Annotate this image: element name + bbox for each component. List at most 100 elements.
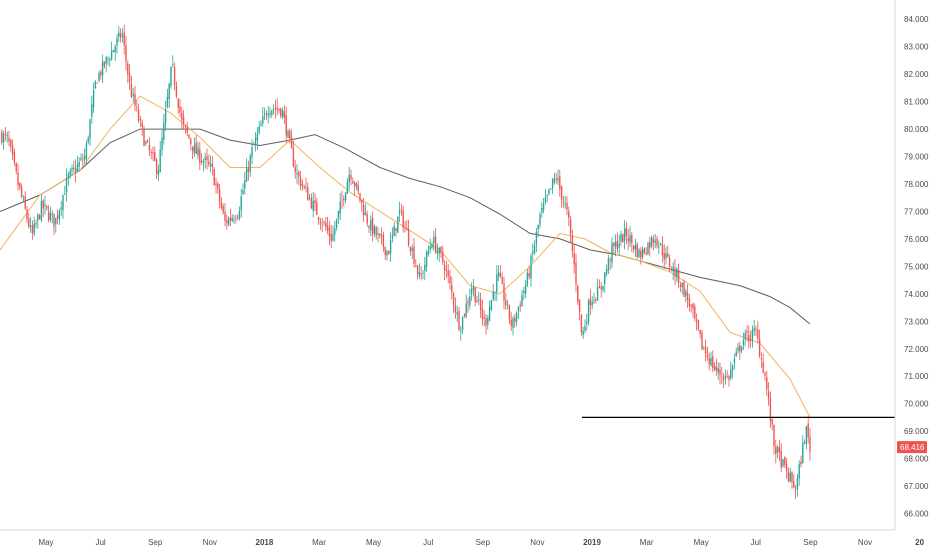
candle (13, 148, 16, 166)
candle-body (321, 224, 323, 226)
candle (533, 240, 536, 255)
candle (87, 135, 89, 145)
candle-body (470, 288, 473, 295)
candle (775, 439, 777, 464)
candle-body (166, 97, 169, 107)
candle (301, 179, 304, 191)
candle (24, 191, 26, 211)
candle (267, 105, 269, 124)
candle-body (323, 222, 325, 223)
candle-body (254, 137, 257, 145)
candle-body (175, 86, 178, 97)
candle-body (456, 312, 458, 315)
candle (226, 214, 228, 230)
candle-body (294, 167, 296, 173)
candle-body (240, 196, 242, 211)
candle-body (253, 144, 255, 146)
candle (442, 245, 444, 265)
candle-body (89, 119, 91, 139)
candle-body (760, 358, 763, 360)
candle-body (285, 115, 287, 136)
candle (209, 155, 212, 173)
candle-body (163, 122, 165, 140)
y-tick-label: 67.000 (904, 482, 929, 491)
candle (638, 247, 640, 258)
candle (92, 82, 95, 113)
candle (249, 153, 251, 177)
candle-body (44, 204, 46, 206)
candle-body (398, 210, 401, 215)
candle-body (157, 170, 160, 176)
candle (271, 109, 273, 118)
candle (695, 313, 698, 331)
candle (215, 177, 217, 194)
candle (85, 140, 88, 165)
y-tick-label: 72.000 (904, 345, 929, 354)
candle (517, 305, 520, 319)
candle (125, 35, 127, 71)
candle (211, 156, 214, 176)
candle (557, 169, 559, 185)
candle-body (643, 248, 646, 254)
candle (339, 192, 341, 221)
candle-body (91, 104, 93, 118)
candle (515, 311, 518, 327)
candle-body (517, 307, 520, 312)
candle (526, 269, 529, 288)
candle (625, 221, 628, 245)
candle (550, 188, 552, 190)
candle (42, 199, 44, 217)
candle-body (721, 375, 723, 377)
candle-body (337, 210, 340, 219)
candle (800, 455, 802, 468)
x-tick-label: 2018 (256, 538, 274, 547)
candle-body (746, 330, 748, 333)
candle (355, 181, 358, 191)
candle (146, 139, 149, 144)
candle-body (312, 200, 314, 211)
candle-body (370, 220, 372, 230)
candle-body (256, 133, 259, 141)
candle-body (737, 347, 739, 351)
candle-body (629, 235, 631, 243)
candle (182, 110, 185, 130)
candle-body (37, 214, 39, 221)
candle (130, 76, 133, 99)
candle-body (731, 365, 734, 371)
candle-body (238, 210, 241, 219)
candle-body (391, 235, 394, 239)
candle (584, 319, 586, 334)
candle-body (501, 277, 503, 284)
candle-body (74, 168, 77, 173)
moving-average-layer (0, 95, 811, 418)
candle-body (265, 114, 268, 116)
candle (55, 217, 57, 233)
candle-body (724, 375, 727, 379)
candle-body (107, 58, 109, 60)
candle (137, 103, 140, 124)
candle (497, 264, 500, 282)
candle-body (352, 181, 354, 184)
candle (170, 66, 172, 89)
candle-body (38, 215, 41, 220)
candle (330, 224, 332, 248)
candle-body (667, 253, 669, 257)
candle-body (101, 61, 104, 76)
x-tick-label: Mar (312, 538, 326, 547)
candle (782, 458, 784, 468)
candle-body (494, 292, 496, 293)
y-tick-label: 66.000 (904, 510, 929, 519)
price-tag-label: 68.416 (900, 443, 925, 452)
candle (384, 246, 386, 261)
candle-body (150, 152, 152, 153)
candle-body (362, 204, 365, 216)
candle (418, 263, 421, 279)
candle-body (782, 459, 784, 467)
candle-body (490, 300, 493, 310)
candle (676, 267, 678, 282)
candle (123, 24, 125, 55)
candle-body (415, 265, 417, 267)
candle-body (533, 245, 536, 253)
candle (303, 184, 305, 190)
